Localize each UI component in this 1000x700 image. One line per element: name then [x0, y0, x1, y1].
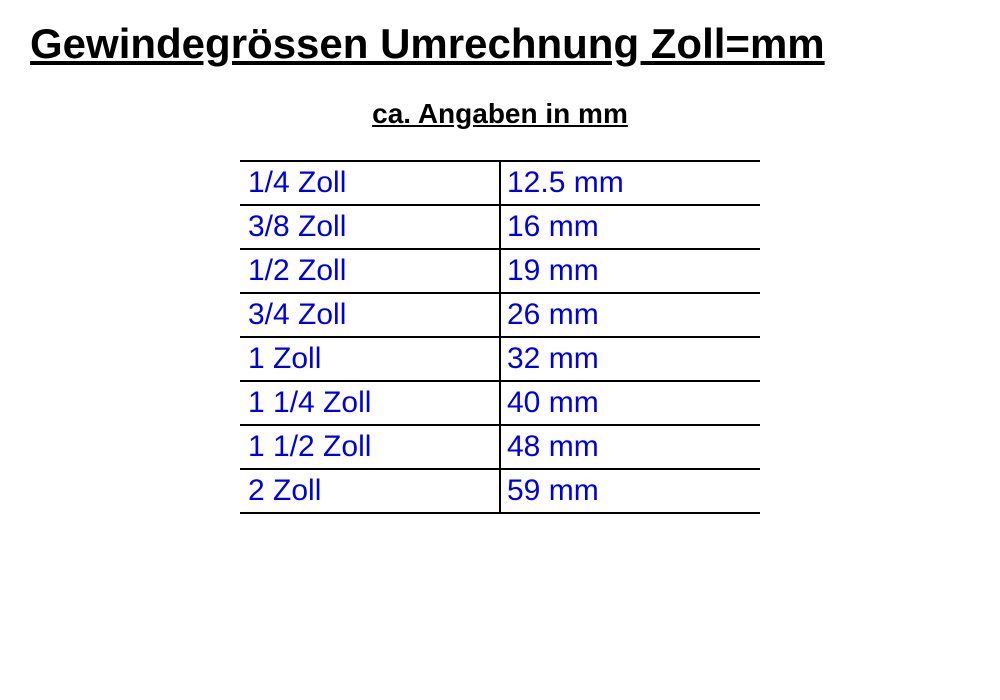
cell-zoll: 3/4 Zoll: [240, 293, 500, 337]
cell-zoll: 1 1/2 Zoll: [240, 425, 500, 469]
cell-zoll: 1 1/4 Zoll: [240, 381, 500, 425]
cell-mm: 32 mm: [500, 337, 760, 381]
cell-mm: 59 mm: [500, 469, 760, 513]
cell-zoll: 1 Zoll: [240, 337, 500, 381]
table-row: 1 Zoll 32 mm: [240, 337, 760, 381]
table-row: 1 1/2 Zoll 48 mm: [240, 425, 760, 469]
conversion-table: 1/4 Zoll 12.5 mm 3/8 Zoll 16 mm 1/2 Zoll…: [240, 160, 760, 514]
table-row: 1/4 Zoll 12.5 mm: [240, 161, 760, 205]
cell-zoll: 1/2 Zoll: [240, 249, 500, 293]
cell-mm: 16 mm: [500, 205, 760, 249]
cell-mm: 19 mm: [500, 249, 760, 293]
page-subtitle: ca. Angaben in mm: [30, 98, 970, 130]
table-row: 2 Zoll 59 mm: [240, 469, 760, 513]
table-row: 1 1/4 Zoll 40 mm: [240, 381, 760, 425]
table-row: 3/4 Zoll 26 mm: [240, 293, 760, 337]
cell-mm: 48 mm: [500, 425, 760, 469]
cell-mm: 26 mm: [500, 293, 760, 337]
table-row: 1/2 Zoll 19 mm: [240, 249, 760, 293]
table-row: 3/8 Zoll 16 mm: [240, 205, 760, 249]
cell-mm: 40 mm: [500, 381, 760, 425]
page-title: Gewindegrössen Umrechnung Zoll=mm: [30, 20, 970, 68]
table-wrapper: 1/4 Zoll 12.5 mm 3/8 Zoll 16 mm 1/2 Zoll…: [30, 160, 970, 514]
cell-zoll: 2 Zoll: [240, 469, 500, 513]
cell-zoll: 1/4 Zoll: [240, 161, 500, 205]
cell-mm: 12.5 mm: [500, 161, 760, 205]
cell-zoll: 3/8 Zoll: [240, 205, 500, 249]
